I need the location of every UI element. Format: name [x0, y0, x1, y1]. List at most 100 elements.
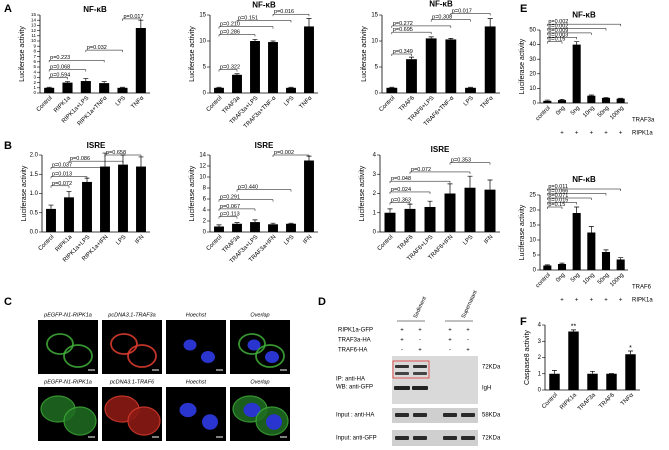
- y-tick-label: 8: [203, 186, 207, 192]
- chart-title: ISRE: [255, 141, 274, 150]
- error-bar: [628, 350, 633, 355]
- p-value: p=0.002: [548, 19, 568, 25]
- y-tick-label: 0: [538, 388, 542, 394]
- error-bar: [603, 249, 609, 252]
- significance-bracket: [218, 69, 238, 72]
- significance: *: [629, 345, 632, 352]
- size-label: IgH: [482, 386, 491, 392]
- bar: [80, 81, 91, 93]
- significance-bracket: [236, 189, 292, 192]
- y-tick-label: 1: [33, 85, 36, 90]
- significance-bracket: [85, 49, 123, 53]
- nucleus: [265, 350, 279, 364]
- nucleus: [179, 402, 197, 418]
- y-tick-label: 4: [203, 208, 207, 214]
- y-tick-label: 0: [203, 230, 207, 236]
- bar: [616, 98, 625, 103]
- microscopy-panel: pEGFP-N1-RIPK1a pcDNA3.1-TRAF3a Hoechst Ove…: [38, 312, 290, 441]
- y-tick-label: 5: [375, 65, 379, 71]
- bar: [286, 87, 296, 93]
- image-label: pEGFP-N1-RIPK1a: [43, 379, 92, 385]
- bar: [444, 193, 456, 232]
- p-value: p=0.086: [70, 156, 90, 162]
- p-value: p=0.308: [432, 15, 452, 21]
- y-axis-label: Luciferase activity: [519, 204, 526, 260]
- cell-red: [127, 344, 157, 368]
- y-tick-label: 6: [33, 59, 36, 64]
- band: [395, 372, 409, 375]
- p-value: p=0.658: [106, 150, 126, 156]
- band: [413, 413, 427, 417]
- bar: [386, 87, 398, 93]
- error-bar: [574, 41, 580, 45]
- y-tick-label: 11: [31, 33, 36, 38]
- y-axis-label: Luciferase activity: [19, 26, 26, 82]
- significance-bracket: [50, 167, 106, 170]
- bar: [99, 83, 110, 93]
- sign: +: [400, 338, 404, 344]
- nucleus: [247, 339, 261, 351]
- y-axis-label: Luciferase activity: [519, 38, 526, 94]
- micrograph: [166, 387, 226, 441]
- p-value: p=0.002: [274, 150, 294, 156]
- error-bar: [467, 175, 473, 188]
- y-tick-label: 0: [33, 90, 36, 95]
- nucleus: [201, 350, 215, 364]
- bar: [135, 28, 146, 93]
- sign: -: [449, 348, 451, 354]
- cell-gfp: [255, 344, 285, 368]
- y-tick-label: 2: [33, 80, 36, 85]
- bar: [46, 208, 56, 232]
- y-tick-label: 40: [529, 42, 536, 48]
- cell-red: [127, 406, 161, 436]
- band: [443, 413, 457, 417]
- significance-bracket: [48, 59, 105, 63]
- bar: [616, 259, 625, 270]
- y-tick-label: 10: [529, 86, 536, 92]
- significance-bracket: [547, 188, 621, 191]
- bar: [268, 224, 278, 232]
- panel-label: F: [520, 316, 527, 328]
- image-label: pcDNA3.1-TRAF3a: [107, 312, 155, 318]
- y-tick-label: 14: [31, 17, 37, 22]
- y-tick-label: 3: [538, 339, 542, 345]
- significance-bracket: [218, 208, 256, 211]
- bar: [543, 100, 552, 103]
- sign: +: [448, 338, 452, 344]
- x-tick-label: 0ng: [555, 105, 566, 116]
- significance-bracket: [547, 28, 607, 31]
- bar: [557, 264, 567, 270]
- band: [394, 386, 410, 390]
- cell-gfp: [238, 333, 266, 355]
- bar: [136, 166, 146, 232]
- bar: [606, 373, 617, 390]
- sign: +: [448, 328, 452, 334]
- significance-bracket: [389, 191, 431, 194]
- condition-sign: +: [604, 298, 608, 304]
- chart-title: NF-κB: [83, 5, 107, 14]
- x-tick-label: 5ng: [570, 105, 581, 116]
- significance-bracket: [236, 20, 292, 23]
- bar: [549, 373, 560, 390]
- condition-label: RIPK1a: [632, 298, 653, 304]
- error-bar: [270, 222, 276, 225]
- y-tick-label: 5: [203, 65, 207, 71]
- y-tick-label: 1: [538, 371, 542, 377]
- y-tick-label: 30: [529, 57, 536, 63]
- blot-strip: [392, 408, 478, 423]
- chart-title: NF-κB: [252, 0, 276, 9]
- bar: [424, 206, 436, 232]
- y-tick-label: 0: [375, 91, 379, 97]
- error-bar: [234, 222, 240, 224]
- y-tick-label: 2: [373, 191, 377, 197]
- x-tick-label: IFN: [134, 234, 145, 245]
- y-tick-label: 7: [33, 54, 36, 59]
- y-tick-label: 1.0: [30, 191, 39, 197]
- chart-title: ISRE: [431, 145, 450, 154]
- y-axis-label: Luciferase activity: [189, 26, 196, 82]
- y-tick-label: 25: [529, 193, 536, 199]
- blot-label: WB: anti-GFP: [336, 385, 373, 391]
- band: [461, 436, 475, 440]
